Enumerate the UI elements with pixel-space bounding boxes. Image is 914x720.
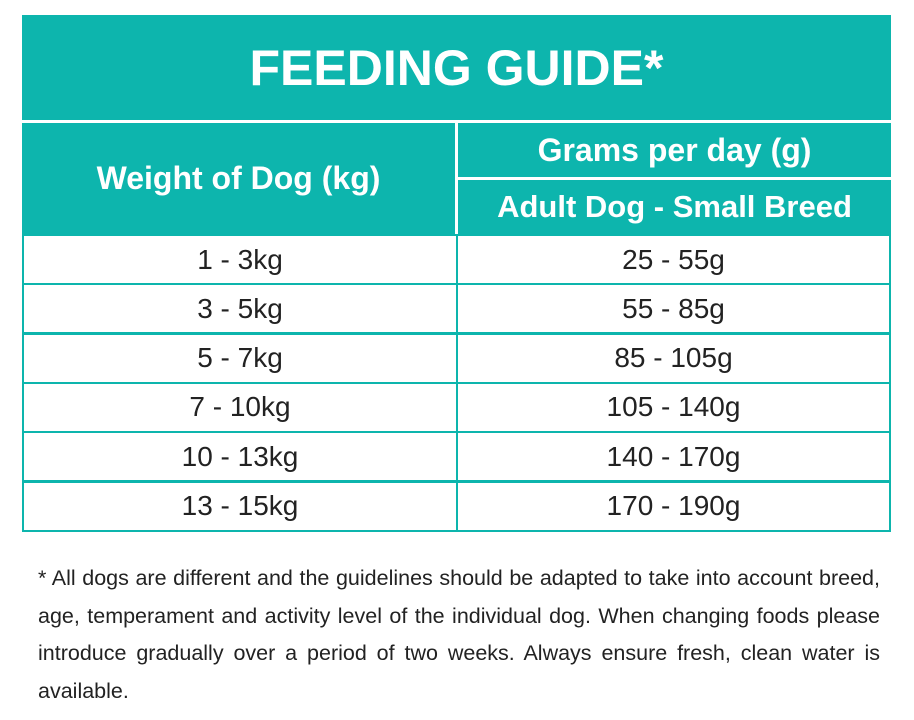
table-cell-weight: 5 - 7kg	[22, 332, 458, 384]
header-weight: Weight of Dog (kg)	[22, 123, 455, 234]
table-cell-weight: 3 - 5kg	[22, 283, 458, 335]
table-cell-grams: 140 - 170g	[456, 431, 891, 483]
table-cell-grams: 105 - 140g	[456, 381, 891, 433]
page-title: FEEDING GUIDE*	[22, 15, 891, 120]
table-cell-grams: 55 - 85g	[456, 283, 891, 335]
table-cell-grams: 170 - 190g	[456, 480, 891, 532]
table-cell-weight: 13 - 15kg	[22, 480, 458, 532]
footnote: * All dogs are different and the guideli…	[38, 566, 880, 703]
header-grams: Grams per day (g)	[458, 123, 891, 177]
table-cell-weight: 10 - 13kg	[22, 431, 458, 483]
table-cell-grams: 25 - 55g	[456, 234, 891, 285]
table-cell-grams: 85 - 105g	[456, 332, 891, 384]
header-subgroup: Adult Dog - Small Breed	[458, 180, 891, 234]
table-cell-weight: 1 - 3kg	[22, 234, 458, 285]
table-cell-weight: 7 - 10kg	[22, 381, 458, 433]
